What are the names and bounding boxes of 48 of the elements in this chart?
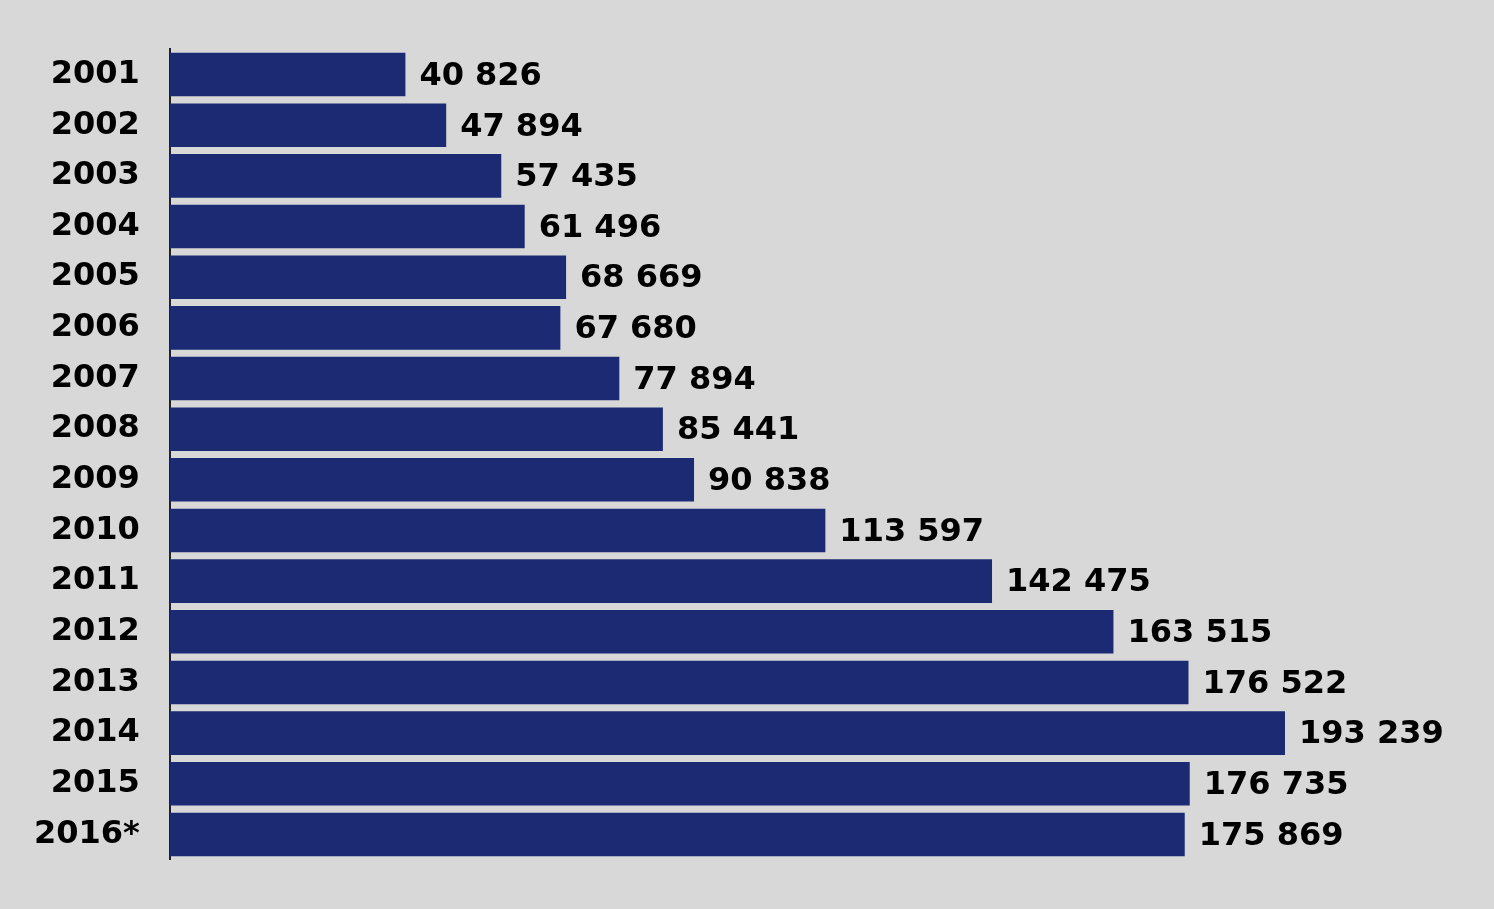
y-tick-label: 2010 [50,508,140,547]
bar [169,407,663,451]
data-label: 68 669 [580,257,703,296]
y-tick-label: 2004 [50,204,140,243]
data-label: 61 496 [538,206,662,245]
data-label: 77 894 [633,358,756,397]
y-tick-label: 2003 [50,154,140,193]
data-label: 176 522 [1202,662,1348,701]
data-label: 47 894 [460,105,583,144]
data-label: 176 735 [1203,764,1349,803]
data-label: 113 597 [839,510,985,549]
y-tick-label: 2011 [50,559,140,598]
y-tick-label: 2012 [50,610,140,649]
y-tick-label: 2016* [34,812,141,851]
y-tick-label: 2005 [50,255,140,294]
y-tick-label: 2014 [50,711,140,750]
bar [169,711,1285,755]
y-tick-label: 2015 [50,762,140,801]
data-label: 57 435 [515,156,638,195]
y-tick-label: 2002 [50,103,140,142]
y-tick-label: 2001 [50,52,140,91]
bar [169,52,406,97]
y-tick-label: 2006 [50,306,140,345]
y-tick-label: 2013 [50,660,140,699]
bar [169,762,1190,806]
y-tick-label: 2007 [50,356,140,395]
bar [169,255,567,299]
data-label: 175 869 [1198,814,1344,853]
bar [169,812,1185,857]
bar [169,204,525,249]
data-label: 193 239 [1298,713,1444,752]
bar [169,103,447,147]
y-tick-label: 2009 [50,458,140,497]
data-label: 163 515 [1127,612,1273,651]
data-label: 40 826 [419,54,542,93]
bar [169,660,1189,705]
bar [169,458,695,502]
bar [169,559,993,603]
data-label: 90 838 [708,460,831,499]
bar [169,356,620,401]
data-label: 142 475 [1006,561,1151,600]
bar [169,306,561,350]
bar [169,154,502,198]
bar [169,508,826,553]
y-tick-label: 2008 [50,407,140,446]
bar [169,610,1114,654]
data-label: 67 680 [574,308,697,347]
data-label: 85 441 [676,409,800,448]
